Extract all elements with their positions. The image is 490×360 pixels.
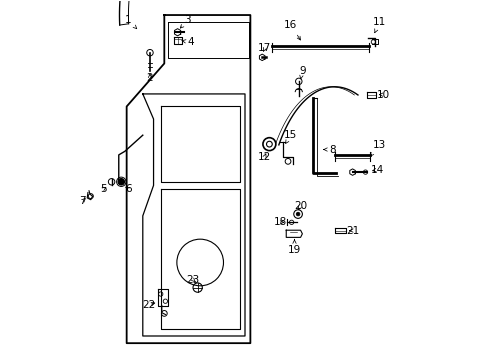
Text: 13: 13	[370, 140, 386, 156]
Text: 8: 8	[324, 144, 336, 154]
Text: 5: 5	[100, 184, 107, 194]
Text: 20: 20	[294, 201, 307, 211]
Circle shape	[118, 179, 124, 185]
Text: 18: 18	[273, 217, 287, 227]
Text: 17: 17	[258, 44, 271, 53]
Text: 4: 4	[182, 37, 194, 47]
Text: 9: 9	[299, 66, 306, 79]
Text: 23: 23	[186, 275, 199, 285]
Text: 15: 15	[284, 130, 297, 143]
Text: 7: 7	[79, 196, 86, 206]
Text: 2: 2	[147, 73, 153, 83]
Text: 21: 21	[346, 226, 359, 235]
Text: 19: 19	[288, 239, 301, 255]
Circle shape	[119, 180, 123, 184]
Text: 6: 6	[125, 184, 132, 194]
Text: 16: 16	[284, 20, 300, 40]
Circle shape	[296, 212, 300, 216]
Text: 14: 14	[370, 165, 384, 175]
Text: 10: 10	[376, 90, 390, 100]
Text: 12: 12	[258, 152, 271, 162]
Text: 22: 22	[142, 300, 155, 310]
Text: 3: 3	[180, 15, 191, 28]
Text: 11: 11	[373, 17, 386, 33]
Text: 1: 1	[125, 15, 137, 29]
